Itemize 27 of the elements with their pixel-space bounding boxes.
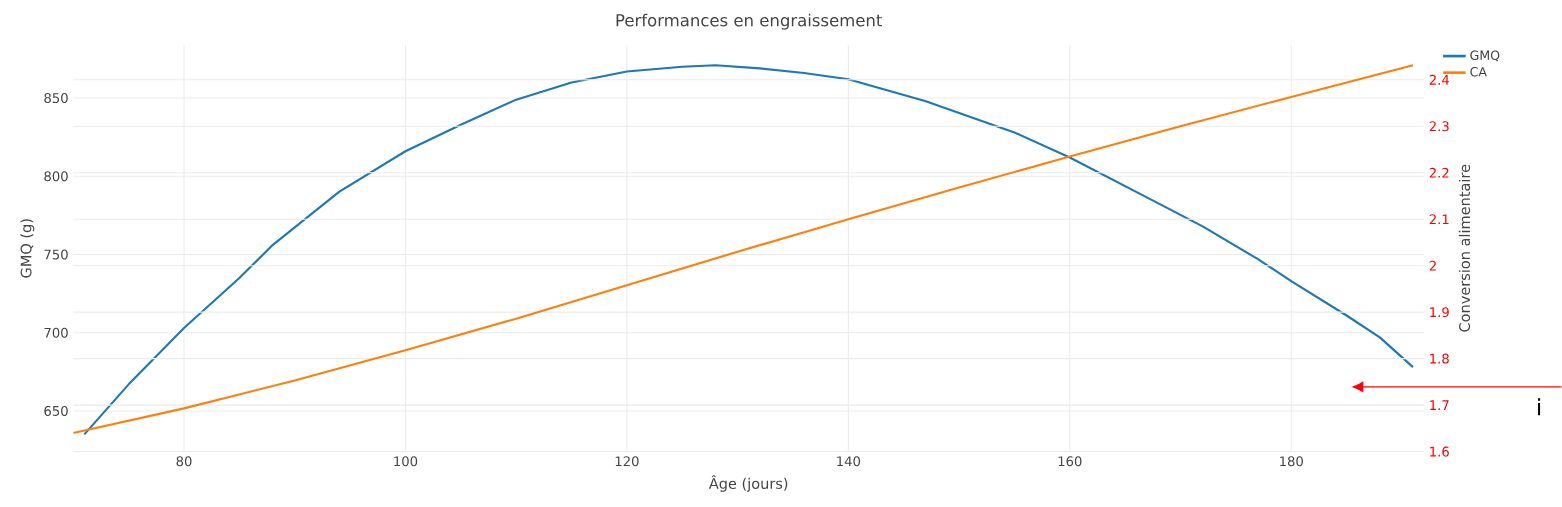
y2-tick-label: 1.9 bbox=[1430, 307, 1449, 318]
y2-tick-label: 2.4 bbox=[1429, 74, 1450, 85]
y2-tick-label: 2.3 bbox=[1429, 121, 1449, 132]
y2-tick-label: 2.1 bbox=[1429, 214, 1449, 225]
y-tick-label: 850 bbox=[44, 93, 68, 104]
y-tick-label: 800 bbox=[44, 171, 68, 182]
y-tick-label: 650 bbox=[44, 405, 68, 416]
y2-tick-label: 1.6 bbox=[1430, 446, 1449, 457]
y2-axis-title: Conversion alimentaire bbox=[1458, 164, 1471, 332]
y2-tick-label: 2.2 bbox=[1429, 167, 1449, 178]
y2-tick-label: 2 bbox=[1429, 260, 1436, 271]
x-tick-label: 160 bbox=[1058, 456, 1082, 467]
text: i bbox=[1538, 398, 1541, 416]
x-tick-label: 140 bbox=[837, 456, 861, 467]
y2-tick-label: 1.7 bbox=[1430, 400, 1449, 410]
legend-label: CA bbox=[1470, 66, 1487, 77]
x-tick-label: 100 bbox=[394, 456, 418, 467]
x-tick-label: 80 bbox=[176, 456, 192, 467]
y-axis-title: GMQ (g) bbox=[20, 219, 35, 278]
x-axis-title: Âge (jours) bbox=[708, 475, 788, 492]
legend-label: GMQ bbox=[1470, 50, 1500, 62]
x-tick-label: 180 bbox=[1280, 456, 1303, 467]
chart-title: Performances en engraissement bbox=[616, 13, 882, 30]
x-tick-label: 120 bbox=[615, 456, 639, 467]
y-tick-label: 750 bbox=[44, 249, 68, 260]
y2-tick-label: 1.8 bbox=[1430, 353, 1449, 364]
y-tick-label: 700 bbox=[44, 327, 68, 338]
